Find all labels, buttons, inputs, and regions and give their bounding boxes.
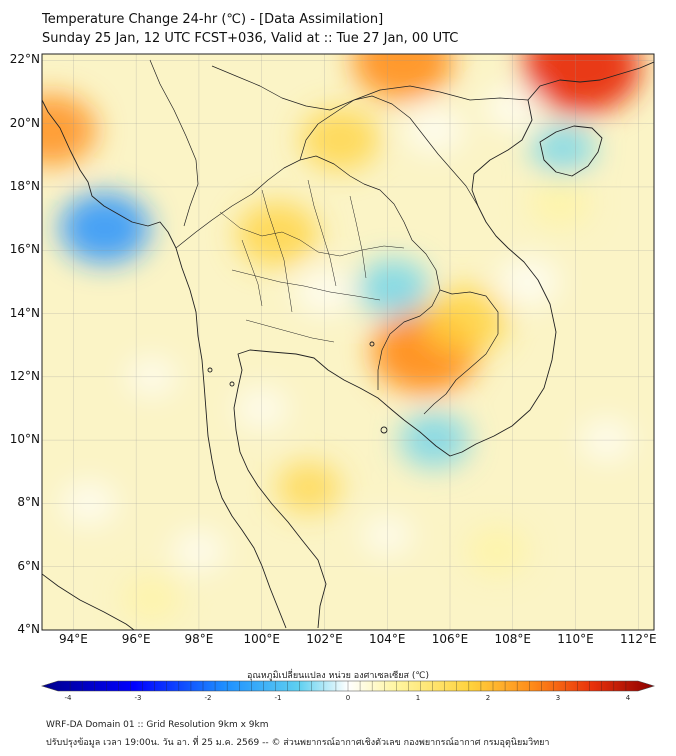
province-boundaries — [219, 179, 405, 343]
lat-label: 8°N — [17, 495, 40, 510]
laos-vietnam-border — [299, 95, 479, 207]
lat-label: 4°N — [17, 622, 40, 636]
colorbar-tick-label: 2 — [485, 694, 491, 702]
colorbar-title: อุณหภูมิเปลี่ยนแปลง หน่วย องศาเซลเซียส (… — [246, 671, 430, 681]
anomaly-cool-hainan — [530, 123, 596, 175]
footer-model-info: WRF-DA Domain 01 :: Grid Resolution 9km … — [46, 720, 269, 730]
lat-label: 14°N — [9, 305, 40, 320]
colorbar-tick-label: -4 — [64, 694, 72, 702]
cambodia-border — [423, 289, 499, 415]
graticule — [42, 54, 654, 630]
colorbar-tick-label: 3 — [555, 694, 561, 702]
colorbar-tick-label: 0 — [345, 694, 351, 702]
map-title: Temperature Change 24-hr (℃) - [Data Ass… — [42, 12, 384, 27]
indochina-coast — [403, 61, 654, 457]
anomaly-warm-south-china-sea — [528, 177, 592, 228]
lon-label: 100°E — [243, 632, 280, 646]
lat-label: 12°N — [9, 368, 40, 383]
colorbar-tick-label: 4 — [625, 694, 631, 702]
anomaly-warm-andaman-south — [122, 574, 182, 623]
lon-label: 94°E — [58, 632, 88, 646]
lat-label: 18°N — [9, 178, 40, 193]
myanmar-border — [149, 59, 199, 227]
anomaly-warm-laos-north — [300, 108, 380, 171]
anomaly-warm-borneo-sea — [465, 526, 529, 576]
lon-label: 96°E — [121, 632, 151, 646]
island — [380, 426, 388, 434]
colorbar — [40, 680, 656, 692]
island — [207, 367, 213, 373]
china-border — [211, 65, 529, 111]
lat-label: 10°N — [9, 432, 40, 447]
anomaly-warm-cambodia-east — [423, 286, 509, 354]
lon-label: 104°E — [368, 632, 406, 646]
malay-west-coast — [215, 479, 287, 629]
colorbar-tick-label: -3 — [134, 694, 142, 702]
colorbar-tick-label: -2 — [204, 694, 212, 702]
map-plot-area — [42, 54, 654, 630]
lat-label: 22°N — [9, 52, 40, 67]
lon-label: 106°E — [431, 632, 469, 646]
sumatra-coast — [42, 573, 135, 630]
thailand-border — [175, 155, 441, 390]
lat-label: 6°N — [17, 558, 40, 573]
footer-credit: ปรับปรุงข้อมูล เวลา 19:00น. วัน อา. ที่ … — [46, 738, 550, 748]
anomaly-warm-yunnan-south — [352, 54, 454, 101]
anomaly-warm-central-thailand — [236, 201, 319, 267]
anomaly-cool-vietnam-coast — [497, 257, 560, 307]
colorbar-tick-label: 1 — [415, 694, 421, 702]
lat-label: 20°N — [9, 115, 40, 130]
lon-label: 110°E — [557, 632, 594, 646]
colorbar-tick-label: -1 — [274, 694, 282, 702]
anomaly-cool-andaman-north — [59, 192, 150, 264]
anomaly-warm-guangxi — [522, 54, 641, 114]
lon-label: 112°E — [620, 632, 657, 646]
island — [369, 341, 375, 347]
lon-label: 108°E — [494, 632, 532, 646]
lon-label: 102°E — [306, 632, 343, 646]
hainan-island — [539, 125, 603, 177]
anomaly-cool-isan — [356, 258, 431, 318]
myanmar-coast — [42, 99, 217, 481]
anomaly-warm-myanmar-west — [42, 94, 97, 166]
map-frame — [41, 53, 655, 631]
lon-label: 98°E — [184, 632, 214, 646]
malay-east-coast — [233, 349, 405, 629]
anomaly-cool-north-laos — [404, 106, 465, 154]
lat-label: 16°N — [9, 242, 40, 257]
map-subtitle: Sunday 25 Jan, 12 UTC FCST+036, Valid at… — [42, 31, 459, 46]
coastlines-and-borders — [42, 59, 654, 629]
island — [229, 381, 235, 387]
anomaly-warm-gulf-thailand — [276, 461, 342, 514]
